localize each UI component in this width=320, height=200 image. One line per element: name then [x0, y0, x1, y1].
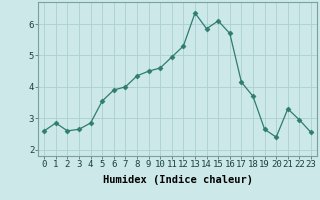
X-axis label: Humidex (Indice chaleur): Humidex (Indice chaleur)	[103, 175, 252, 185]
